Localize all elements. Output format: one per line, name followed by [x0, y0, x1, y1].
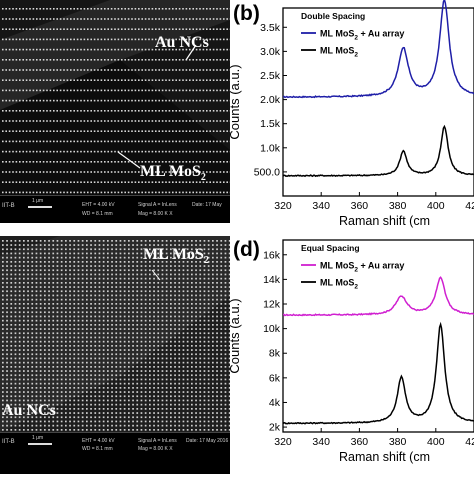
y-tick-label: 2.5k	[260, 70, 281, 82]
scale-text: 1 μm	[32, 198, 43, 204]
ml-mos2-label-top: ML MoS2	[140, 163, 206, 183]
x-tick-label: 420	[465, 436, 474, 448]
y-tick-label: 2k	[269, 422, 281, 434]
sem-info-bar-bottom: IIT-B 1 μm EHT = 4.00 kV WD = 8.1 mm Sig…	[0, 432, 230, 474]
y-tick-label: 1.0k	[260, 142, 281, 154]
y-axis-label: Counts (a.u.)	[230, 64, 242, 139]
x-tick-label: 340	[312, 200, 330, 212]
mag-text: Mag = 8.00 K X	[138, 446, 173, 452]
date-text: Date: 17 May 2016	[186, 438, 228, 444]
wd-text: WD = 8.1 mm	[82, 211, 113, 217]
sem-info-bar-top: IIT-B 1 μm EHT = 4.00 kV WD = 8.1 mm Sig…	[0, 195, 230, 223]
y-tick-label: 3.5k	[260, 22, 281, 34]
instrument-label: IIT-B	[2, 439, 15, 445]
eht-text: EHT = 4.00 kV	[82, 202, 115, 208]
x-axis-label: Raman shift (cm	[339, 450, 430, 464]
wd-text: WD = 8.1 mm	[82, 446, 113, 452]
y-tick-label: 12k	[263, 299, 281, 311]
ml-mos2-label-bottom: ML MoS2	[143, 246, 209, 266]
x-tick-label: 380	[389, 200, 407, 212]
chart-title: Equal Spacing	[301, 243, 360, 253]
x-tick-label: 340	[312, 436, 330, 448]
au-ncs-label-bottom: Au NCs	[2, 402, 56, 420]
y-axis-label: Counts (a.u.)	[230, 298, 242, 373]
instrument-label: IIT-B	[2, 203, 15, 209]
y-tick-label: 4k	[269, 397, 281, 409]
sem-image-bottom: ML MoS2 Au NCs IIT-B 1 μm EHT = 4.00 kV …	[0, 236, 230, 474]
x-tick-label: 320	[274, 436, 292, 448]
sem-image-top: Au NCs ML MoS2 IIT-B 1 μm EHT = 4.00 kV …	[0, 0, 230, 223]
x-tick-label: 400	[427, 200, 445, 212]
raman-chart-d: 320 340 360 380 400 420 2k 4k 6k 8k 10k 12k 14k 16k Ra…	[230, 236, 474, 474]
y-tick-label: 16k	[263, 249, 281, 261]
y-tick-label: 500.0	[254, 166, 280, 178]
x-tick-label: 400	[427, 436, 445, 448]
chart-title: Double Spacing	[301, 11, 365, 21]
x-axis-label: Raman shift (cm	[339, 214, 430, 228]
y-tick-label: 14k	[263, 274, 281, 286]
signal-text: Signal A = InLens	[138, 202, 177, 208]
signal-text: Signal A = InLens	[138, 438, 177, 444]
x-tick-label: 380	[389, 436, 407, 448]
mag-text: Mag = 8.00 K X	[138, 211, 173, 217]
y-tick-label: 10k	[263, 323, 281, 335]
y-tick-label: 3.0k	[260, 46, 281, 58]
x-tick-label: 360	[351, 436, 369, 448]
date-text: Date: 17 May	[192, 202, 222, 208]
eht-text: EHT = 4.00 kV	[82, 438, 115, 444]
x-tick-label: 320	[274, 200, 292, 212]
scale-text: 1 μm	[32, 435, 43, 441]
raman-chart-b: 320 340 360 380 400 420 500.0 1.0k 1.5k 2.0k 2.5k 3…	[230, 0, 474, 236]
x-tick-label: 420	[465, 200, 474, 212]
y-tick-label: 6k	[269, 372, 281, 384]
y-tick-label: 8k	[269, 348, 281, 360]
au-ncs-label-top: Au NCs	[155, 34, 209, 52]
y-tick-label: 2.0k	[260, 94, 281, 106]
x-tick-label: 360	[351, 200, 369, 212]
y-tick-label: 1.5k	[260, 118, 281, 130]
